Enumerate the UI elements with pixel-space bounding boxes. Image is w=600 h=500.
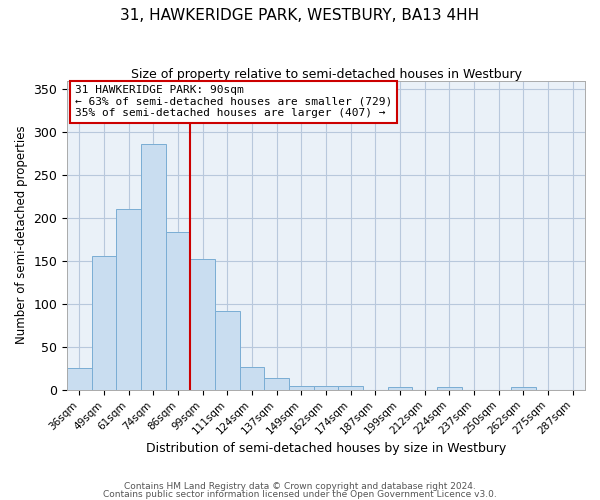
Text: 31 HAWKERIDGE PARK: 90sqm
← 63% of semi-detached houses are smaller (729)
35% of: 31 HAWKERIDGE PARK: 90sqm ← 63% of semi-… (75, 85, 392, 118)
Bar (240, 366, 265, 390)
Bar (141, 144, 166, 390)
Bar (437, 388, 462, 390)
Bar (338, 386, 363, 390)
Y-axis label: Number of semi-detached properties: Number of semi-detached properties (15, 126, 28, 344)
Bar (190, 259, 215, 390)
Text: Contains HM Land Registry data © Crown copyright and database right 2024.: Contains HM Land Registry data © Crown c… (124, 482, 476, 491)
Text: 31, HAWKERIDGE PARK, WESTBURY, BA13 4HH: 31, HAWKERIDGE PARK, WESTBURY, BA13 4HH (121, 8, 479, 22)
Bar (388, 388, 412, 390)
Text: Contains public sector information licensed under the Open Government Licence v3: Contains public sector information licen… (103, 490, 497, 499)
Title: Size of property relative to semi-detached houses in Westbury: Size of property relative to semi-detach… (131, 68, 521, 80)
Bar (289, 386, 314, 390)
Bar (215, 311, 240, 390)
Bar (265, 378, 289, 390)
Bar (116, 210, 141, 390)
Bar (314, 386, 338, 390)
X-axis label: Distribution of semi-detached houses by size in Westbury: Distribution of semi-detached houses by … (146, 442, 506, 455)
Bar (67, 368, 92, 390)
Bar (92, 256, 116, 390)
Bar (511, 388, 536, 390)
Bar (166, 232, 190, 390)
